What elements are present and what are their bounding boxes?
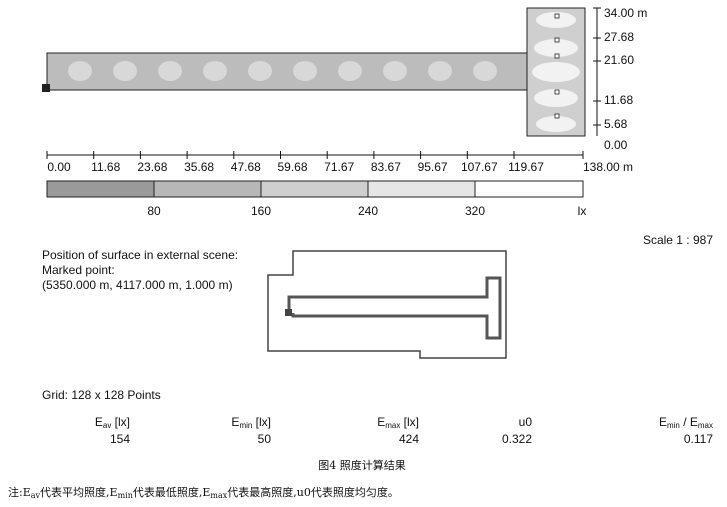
table-header: Eav [lx] bbox=[95, 415, 130, 430]
subscript: av bbox=[103, 421, 111, 430]
text-part: [lx] bbox=[111, 415, 130, 429]
subscript: min bbox=[239, 421, 252, 430]
x-tick-label: 138.00 m bbox=[583, 160, 633, 174]
y-tick-label: 5.68 bbox=[604, 117, 628, 131]
legend-label: 240 bbox=[358, 204, 378, 218]
legend-label: lx bbox=[578, 204, 587, 218]
y-tick-label: 11.68 bbox=[604, 93, 633, 107]
y-tick-label: 21.60 bbox=[604, 53, 634, 67]
x-tick-label: 71.67 bbox=[324, 160, 354, 174]
legend-label: 320 bbox=[465, 204, 485, 218]
text-part: 代表平均照度,E bbox=[40, 485, 118, 499]
text-part: 代表最低照度,E bbox=[133, 485, 211, 499]
subscript: max bbox=[210, 491, 227, 500]
position-line: (5350.000 m, 4117.000 m, 1.000 m) bbox=[42, 278, 233, 292]
x-tick-label: 107.67 bbox=[461, 160, 498, 174]
text-part: u0 bbox=[519, 415, 533, 429]
text-part: 注:E bbox=[8, 485, 31, 499]
subscript: max bbox=[385, 421, 400, 430]
x-tick-label: 0.00 bbox=[47, 160, 71, 174]
x-tick-label: 35.68 bbox=[184, 160, 214, 174]
grid-info: Grid: 128 x 128 Points bbox=[42, 388, 161, 402]
legend-label: 160 bbox=[251, 204, 271, 218]
note: 注:Eav代表平均照度,Emin代表最低照度,Emax代表最高照度,u0代表照度… bbox=[8, 485, 399, 500]
legend-label: 80 bbox=[147, 204, 161, 218]
x-tick-label: 11.68 bbox=[91, 160, 120, 174]
site-outline bbox=[267, 250, 507, 359]
table-header: Emin / Emax bbox=[659, 415, 713, 430]
x-tick-label: 95.67 bbox=[418, 160, 448, 174]
table-header: Emax [lx] bbox=[377, 415, 419, 430]
y-tick-label: 27.68 bbox=[604, 30, 634, 44]
table-value: 50 bbox=[258, 432, 272, 446]
text-part: E bbox=[377, 415, 385, 429]
table-value: 0.117 bbox=[684, 432, 713, 446]
text-part: [lx] bbox=[400, 415, 419, 429]
text-part: E bbox=[659, 415, 667, 429]
text-part: [lx] bbox=[252, 415, 271, 429]
text-part: E bbox=[95, 415, 103, 429]
subscript: min bbox=[667, 421, 680, 430]
table-header: Emin [lx] bbox=[231, 415, 271, 430]
plan-surface bbox=[42, 7, 586, 137]
x-tick-label: 83.67 bbox=[371, 160, 401, 174]
y-tick-label: 0.00 bbox=[604, 138, 628, 152]
table-value: 424 bbox=[399, 432, 419, 446]
x-tick-label: 47.68 bbox=[231, 160, 261, 174]
x-tick-label: 119.67 bbox=[508, 160, 544, 174]
legend-bar bbox=[46, 180, 584, 198]
text-part: 代表最高照度,u0代表照度均匀度。 bbox=[227, 485, 399, 499]
table-header: u0 bbox=[519, 415, 533, 429]
position-line: Marked point: bbox=[42, 263, 115, 277]
scale: Scale 1 : 987 bbox=[643, 233, 713, 247]
x-tick-label: 23.68 bbox=[137, 160, 167, 174]
subscript: min bbox=[118, 491, 133, 500]
subscript: max bbox=[698, 421, 713, 430]
subscript: av bbox=[31, 491, 41, 500]
y-tick-label: 34.00 m bbox=[604, 6, 647, 20]
text-part: / E bbox=[680, 415, 698, 429]
table-value: 154 bbox=[110, 432, 130, 446]
position-line: Position of surface in external scene: bbox=[42, 248, 238, 262]
caption: 图4 照度计算结果 bbox=[318, 458, 406, 472]
x-tick-label: 59.68 bbox=[277, 160, 307, 174]
text-part: E bbox=[231, 415, 239, 429]
table-value: 0.322 bbox=[502, 432, 532, 446]
